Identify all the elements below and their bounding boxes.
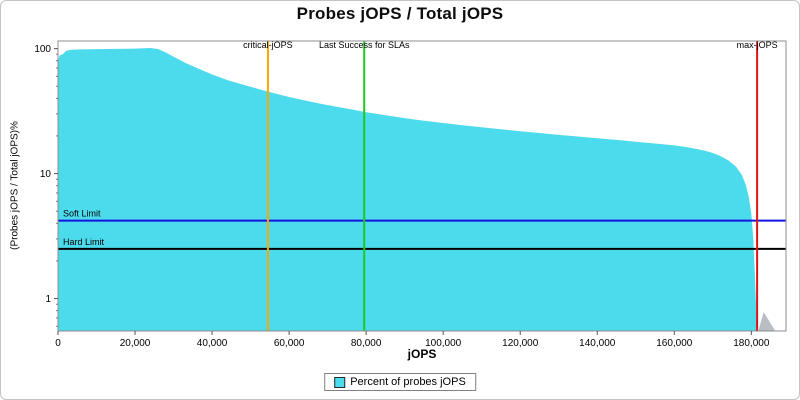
x-tick-label: 100,000 xyxy=(425,338,462,349)
x-tick-label: 120,000 xyxy=(502,338,539,349)
legend: Percent of probes jOPS xyxy=(324,373,476,391)
y-tick-label: 1 xyxy=(45,294,51,305)
x-tick-label: 80,000 xyxy=(351,338,382,349)
x-tick-label: 0 xyxy=(55,338,61,349)
x-tick-label: 40,000 xyxy=(197,338,228,349)
marker-label: Last Success for SLAs xyxy=(319,40,410,50)
y-tick-label: 100 xyxy=(34,44,51,55)
x-tick-label: 60,000 xyxy=(274,338,305,349)
y-tick-label: 10 xyxy=(40,169,52,180)
chart-title: Probes jOPS / Total jOPS xyxy=(296,4,504,23)
legend-swatch xyxy=(334,376,346,388)
limit-label: Soft Limit xyxy=(63,209,101,219)
legend-label: Percent of probes jOPS xyxy=(350,376,466,388)
series-area xyxy=(58,48,758,331)
marker-label: max-jOPS xyxy=(737,40,778,50)
post-max-tail-area xyxy=(758,312,776,331)
x-axis-title: jOPS xyxy=(407,347,437,361)
x-tick-label: 20,000 xyxy=(120,338,151,349)
x-tick-label: 160,000 xyxy=(656,338,693,349)
y-axis-title: (Probes jOPS / Total jOPS)% xyxy=(9,121,21,250)
x-tick-label: 180,000 xyxy=(733,338,770,349)
marker-label: critical-jOPS xyxy=(243,40,293,50)
x-tick-label: 140,000 xyxy=(579,338,616,349)
limit-label: Hard Limit xyxy=(63,237,105,247)
